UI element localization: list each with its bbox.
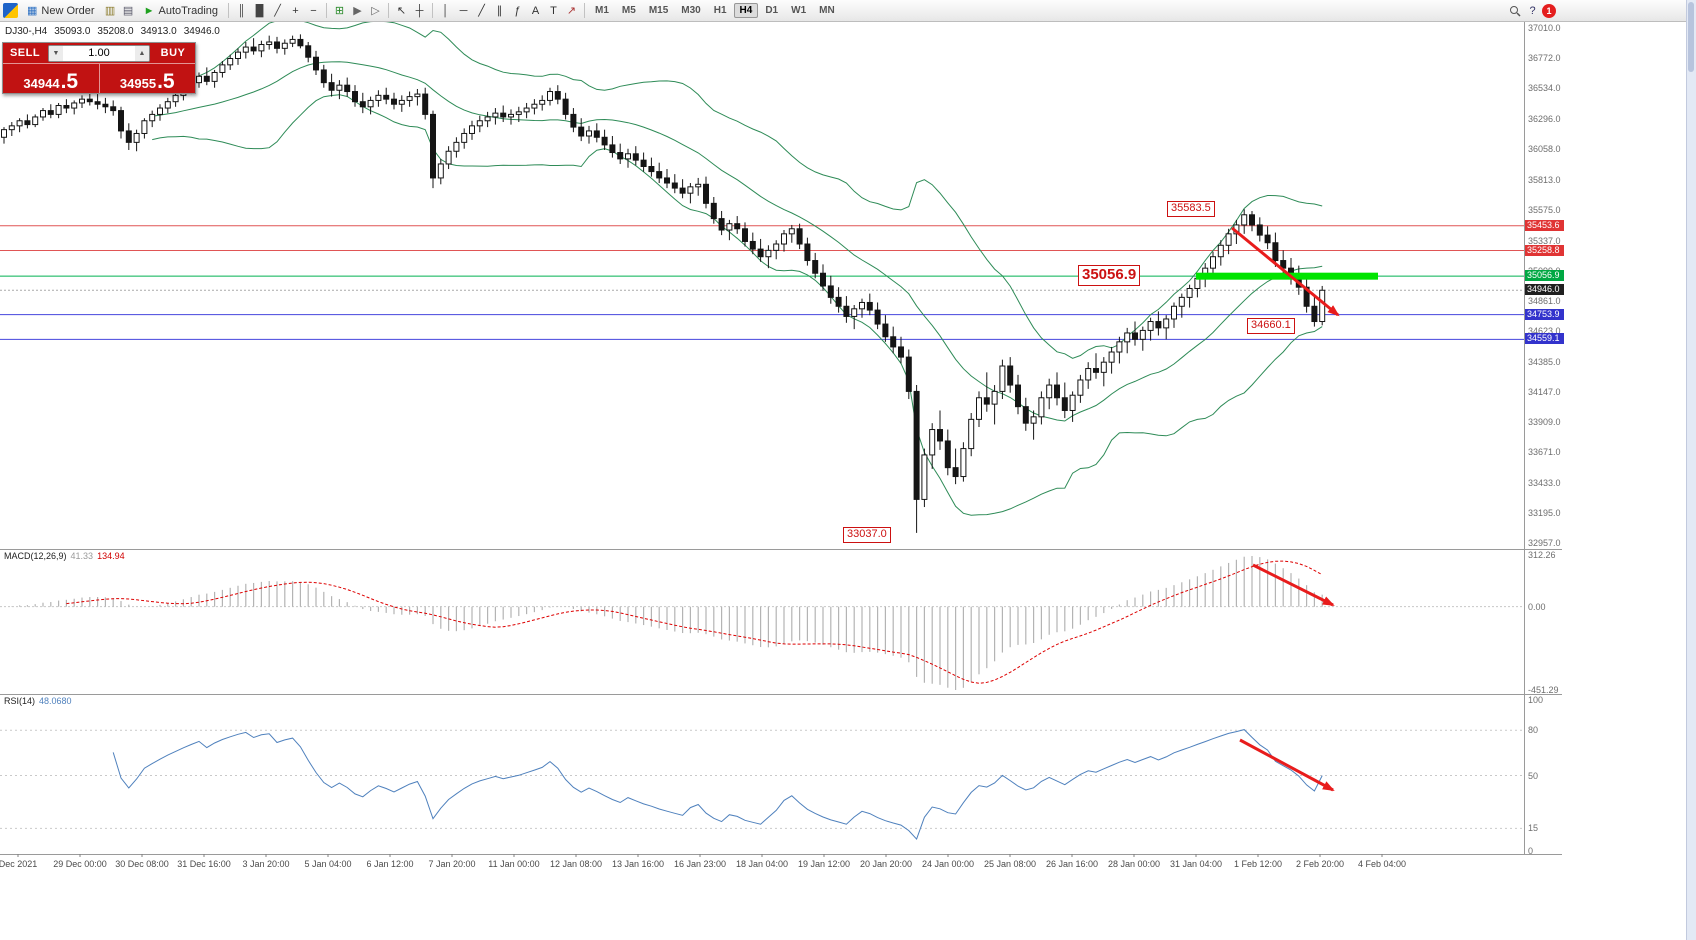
line-chart-icon[interactable]: ╱ bbox=[274, 5, 281, 17]
channel-icon[interactable]: ∥ bbox=[496, 5, 503, 17]
timeframe-M1[interactable]: M1 bbox=[595, 5, 609, 16]
symbol-name: DJ30-,H4 bbox=[5, 26, 48, 37]
timeframe-H4[interactable]: H4 bbox=[733, 3, 759, 18]
vertical-line-icon[interactable]: │ bbox=[442, 4, 449, 17]
right-scrollbar[interactable] bbox=[1686, 0, 1696, 940]
volume-input[interactable]: 1.00 bbox=[88, 46, 110, 59]
search-icon[interactable] bbox=[1506, 3, 1523, 19]
timeframe-W1[interactable]: W1 bbox=[791, 5, 807, 16]
buy-price-fraction: .5 bbox=[157, 70, 175, 94]
toolbar: ▦ New Order ▥ ▤ ► AutoTrading ║ █ ╱ + − ⊞ ▶ ▷ ↖ ┼ │ ─ ╱ ∥ ƒ A… bbox=[0, 0, 1696, 22]
sell-price: 34944 bbox=[23, 75, 60, 91]
app-icon bbox=[3, 3, 18, 18]
autotrading-icon: ► bbox=[143, 4, 155, 17]
one-click-trading-widget: SELL ▼ 1.00 ▲ BUY 34944 .5 34955 .5 bbox=[2, 42, 196, 94]
timeframe-MN[interactable]: MN bbox=[819, 5, 835, 16]
ohlc-high: 35208.0 bbox=[97, 26, 134, 37]
ohlc-low: 34913.0 bbox=[140, 26, 177, 37]
help-icon[interactable]: ? bbox=[1529, 4, 1536, 17]
buy-price-button[interactable]: 34955 .5 bbox=[100, 64, 196, 93]
label-icon[interactable]: T bbox=[550, 4, 557, 17]
volume-control[interactable]: ▼ 1.00 ▲ bbox=[48, 44, 150, 62]
sell-label: SELL bbox=[9, 47, 41, 59]
volume-decrease-button[interactable]: ▼ bbox=[49, 45, 63, 61]
fibonacci-icon[interactable]: ƒ bbox=[514, 4, 521, 17]
new-order-button[interactable]: ▦ New Order bbox=[21, 2, 101, 19]
timeframe-D1[interactable]: D1 bbox=[765, 5, 779, 16]
auto-scroll-icon[interactable]: ▶ bbox=[353, 5, 362, 17]
macd-main-value: 41.33 bbox=[70, 551, 94, 561]
symbol-info: DJ30-,H4 35093.0 35208.0 34913.0 34946.0 bbox=[5, 26, 220, 37]
timeframe-H1[interactable]: H1 bbox=[713, 5, 727, 16]
autotrading-button[interactable]: ► AutoTrading bbox=[138, 3, 224, 19]
arrows-tool-icon[interactable]: ↗ bbox=[566, 5, 577, 17]
chart-window-icon[interactable]: ▥ bbox=[104, 5, 116, 17]
volume-increase-button[interactable]: ▲ bbox=[135, 45, 149, 61]
sell-price-fraction: .5 bbox=[60, 70, 79, 94]
cursor-icon[interactable]: ↖ bbox=[396, 5, 407, 17]
toolbar-separator bbox=[228, 3, 230, 18]
buy-label: BUY bbox=[160, 47, 186, 59]
profiles-icon[interactable]: ▤ bbox=[122, 5, 134, 17]
horizontal-line-icon[interactable]: ─ bbox=[459, 4, 468, 17]
bar-chart-icon[interactable]: ║ bbox=[237, 4, 246, 17]
autotrading-button-label: AutoTrading bbox=[158, 4, 219, 17]
chart-shift-icon[interactable]: ▷ bbox=[371, 5, 380, 17]
crosshair-icon[interactable]: ┼ bbox=[415, 4, 424, 17]
macd-name: MACD(12,26,9) bbox=[4, 551, 67, 561]
new-order-button-label: New Order bbox=[41, 4, 95, 17]
rsi-name: RSI(14) bbox=[4, 696, 36, 706]
trendline-icon[interactable]: ╱ bbox=[478, 5, 485, 17]
timeframe-M30[interactable]: M30 bbox=[681, 5, 701, 16]
macd-label: MACD(12,26,9) 41.33 134.94 bbox=[4, 551, 125, 561]
notification-badge[interactable]: 1 bbox=[1542, 3, 1556, 18]
price-chart[interactable] bbox=[0, 22, 1562, 872]
tile-windows-icon[interactable]: ⊞ bbox=[334, 5, 345, 17]
chart-area: 37010.0 36772.0 36534.0 36296.0 36058.0 35813… bbox=[0, 22, 1564, 940]
ohlc-close: 34946.0 bbox=[183, 26, 220, 37]
new-order-icon: ▦ bbox=[27, 5, 38, 17]
candlestick-chart-icon[interactable]: █ bbox=[255, 4, 264, 17]
macd-signal-value: 134.94 bbox=[97, 551, 125, 561]
timeframe-M5[interactable]: M5 bbox=[621, 5, 636, 16]
text-icon[interactable]: A bbox=[531, 4, 540, 17]
rsi-label: RSI(14) 48.0680 bbox=[4, 696, 72, 706]
zoom-in-icon[interactable]: + bbox=[292, 4, 299, 17]
buy-price: 34955 bbox=[119, 75, 157, 91]
zoom-out-icon[interactable]: − bbox=[310, 4, 317, 17]
sell-price-button[interactable]: 34944 .5 bbox=[3, 64, 100, 93]
scrollbar-thumb[interactable] bbox=[1688, 2, 1694, 72]
ohlc-open: 35093.0 bbox=[54, 26, 91, 37]
toolbar-separator bbox=[388, 3, 390, 18]
toolbar-separator bbox=[584, 3, 586, 18]
timeframe-M15[interactable]: M15 bbox=[648, 5, 669, 16]
toolbar-separator bbox=[432, 3, 434, 18]
toolbar-separator bbox=[326, 3, 328, 18]
rsi-value: 48.0680 bbox=[39, 696, 72, 706]
